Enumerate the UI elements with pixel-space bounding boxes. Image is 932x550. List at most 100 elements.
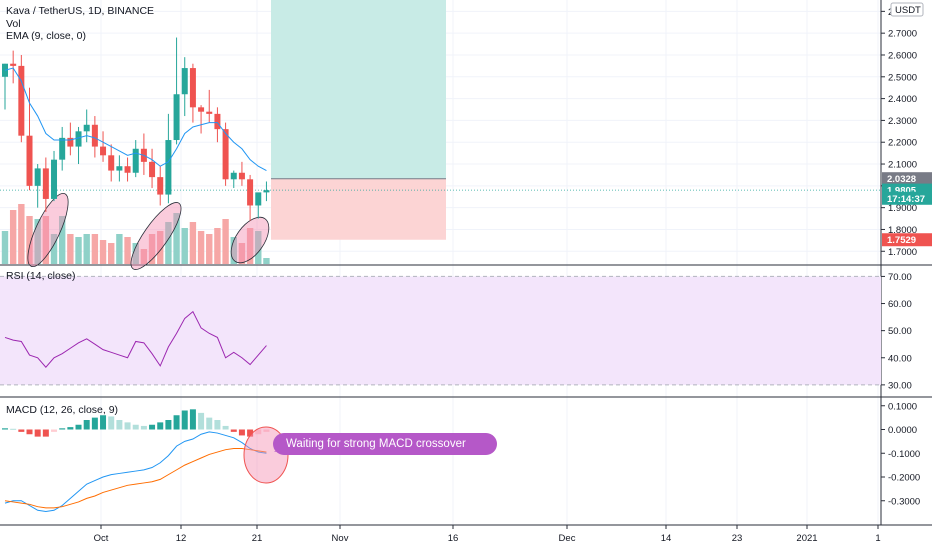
volume-bar xyxy=(1,231,9,264)
macd-histogram-bar xyxy=(173,415,180,430)
rsi-line xyxy=(4,310,267,369)
volume-legend[interactable]: Vol xyxy=(6,18,21,30)
rsi-legend[interactable]: RSI (14, close) xyxy=(6,270,76,282)
volume-bar xyxy=(26,216,33,264)
macd-histogram-bar xyxy=(108,416,115,430)
macd-histogram-bar xyxy=(75,424,82,430)
time-tick-label: 12 xyxy=(176,533,187,544)
ema-legend[interactable]: EMA (9, close, 0) xyxy=(6,30,86,42)
candle-body xyxy=(51,159,58,199)
candle-body xyxy=(108,155,115,171)
candle-body xyxy=(238,172,245,180)
volume-bar xyxy=(132,243,139,264)
macd-histogram-bar xyxy=(238,429,245,436)
price-tag-0: 2.0328 xyxy=(882,172,932,186)
candle-body xyxy=(206,111,213,114)
volume-bar xyxy=(124,237,131,264)
macd-histogram-bar xyxy=(189,409,196,430)
price-tick-label: 2.1000 xyxy=(888,160,917,171)
volume-bar xyxy=(165,222,172,264)
macd-tick-label: 0.1000 xyxy=(888,401,917,412)
macd-histogram-bar xyxy=(206,417,213,430)
macd-histogram-bar xyxy=(247,429,254,437)
volume-bar xyxy=(263,258,270,264)
candle-body xyxy=(214,113,221,130)
volume-bar xyxy=(18,204,25,264)
volume-bar xyxy=(91,234,99,264)
macd-tick-label: 0.0000 xyxy=(888,425,917,436)
candle-body xyxy=(124,166,131,173)
macd-histogram-bar xyxy=(263,429,270,432)
candle-body xyxy=(67,137,74,147)
candle-body xyxy=(83,124,90,132)
volume-bar xyxy=(108,243,115,264)
macd-histogram-bar xyxy=(116,420,123,430)
stop-zone xyxy=(271,178,446,240)
macd-histogram-bar xyxy=(165,420,172,430)
candle-body xyxy=(173,94,180,141)
time-tick-label: 1 xyxy=(875,533,880,544)
macd-histogram-bar xyxy=(2,428,8,430)
macd-histogram-bar xyxy=(214,420,221,430)
candle-body xyxy=(10,63,17,66)
macd-line xyxy=(4,431,267,512)
macd-legend[interactable]: MACD (12, 26, close, 9) xyxy=(6,404,119,416)
price-tag-text: 1.9805 xyxy=(887,186,917,197)
macd-histogram-bar xyxy=(157,422,164,430)
time-tick-label: 21 xyxy=(252,533,263,544)
candle-body xyxy=(18,65,25,136)
volume-bar xyxy=(238,243,246,264)
volume-bar xyxy=(99,240,107,264)
time-tick-label: 16 xyxy=(448,533,459,544)
price-tag-bg xyxy=(882,172,932,186)
candle-body xyxy=(157,177,164,195)
currency-label: USDT xyxy=(895,5,921,16)
volume-bar xyxy=(58,216,66,264)
macd-histogram-bar xyxy=(149,424,156,430)
macd-histogram-bar xyxy=(140,425,147,430)
time-tick-label: Dec xyxy=(559,533,576,544)
symbol-title[interactable]: Kava / TetherUS, 1D, BINANCE xyxy=(6,5,155,17)
candle-body xyxy=(230,172,237,180)
macd-histogram-bar xyxy=(34,429,41,437)
price-tick-label: 2.5000 xyxy=(888,72,917,83)
macd-crossover-callout: Waiting for strong MACD crossover xyxy=(273,433,497,455)
time-tick-label: 23 xyxy=(732,533,743,544)
candle-body xyxy=(255,192,262,206)
price-tick-label: 2.7000 xyxy=(888,29,917,40)
candle-body xyxy=(59,137,66,160)
candle-body xyxy=(165,140,172,195)
macd-tick-label: -0.1000 xyxy=(888,449,920,460)
candle-body xyxy=(34,168,41,186)
time-tick-label: 14 xyxy=(661,533,672,544)
price-tick-label: 2.4000 xyxy=(888,94,917,105)
volume-bar xyxy=(157,231,164,264)
candle-body xyxy=(26,135,33,186)
macd-histogram-bar xyxy=(222,425,229,430)
macd-tick-label: -0.3000 xyxy=(888,496,920,507)
volume-bar xyxy=(9,210,17,264)
rsi-tick-label: 30.00 xyxy=(888,380,912,391)
candle-body xyxy=(149,161,156,178)
macd-histogram-bar xyxy=(18,429,25,432)
volume-bar xyxy=(197,231,205,264)
price-tick-label: 2.3000 xyxy=(888,116,917,127)
price-tag-text: 1.7529 xyxy=(887,235,916,246)
rsi-tick-label: 40.00 xyxy=(888,353,912,364)
volume-bar xyxy=(50,234,58,264)
macd-histogram-bar xyxy=(132,424,139,430)
macd-tick-label: -0.2000 xyxy=(888,473,920,484)
candle-body xyxy=(75,131,82,147)
volume-highlight-0 xyxy=(27,192,69,268)
price-tick-label: 2.2000 xyxy=(888,138,917,149)
candle-body xyxy=(91,124,98,147)
volume-bar xyxy=(230,237,237,264)
macd-histogram-bar xyxy=(198,412,205,430)
volume-bar xyxy=(173,213,180,264)
price-tick-label: 1.9000 xyxy=(888,203,917,214)
candle-body xyxy=(181,68,188,95)
volume-bar xyxy=(140,249,148,264)
